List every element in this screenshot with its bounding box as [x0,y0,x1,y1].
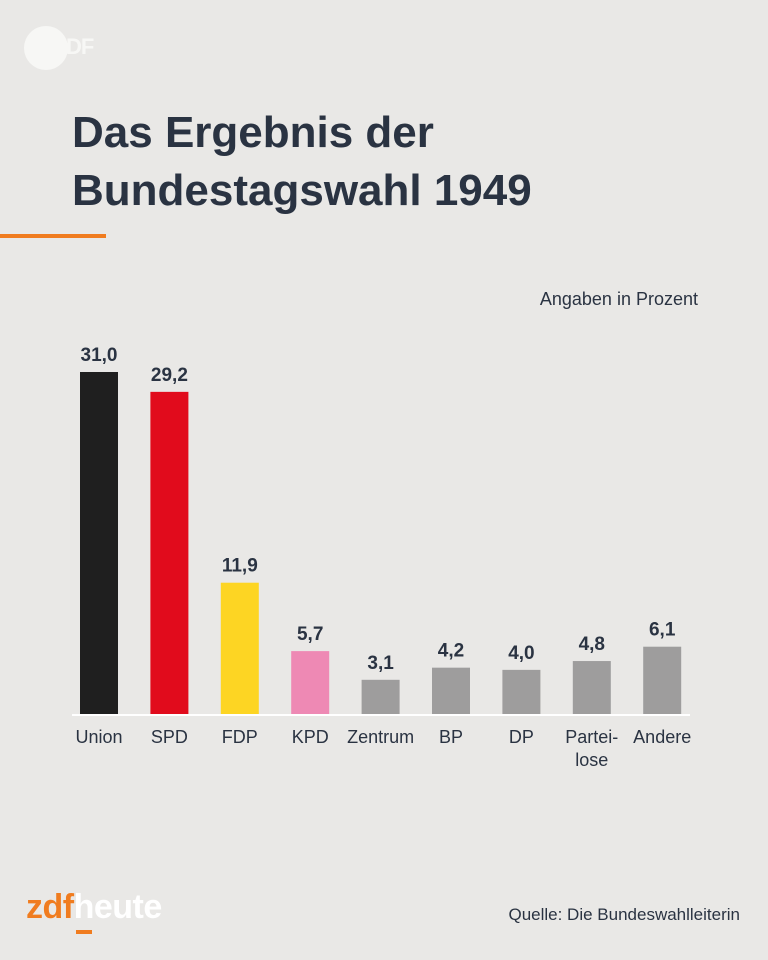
value-label-6: 4,0 [508,643,534,664]
value-label-7: 4,8 [579,634,605,655]
value-label-5: 4,2 [438,641,464,662]
category-label-5: BP [439,727,463,747]
bar-8 [643,646,682,714]
bar-4 [361,679,400,714]
value-label-0: 31,0 [81,345,118,366]
zdf-logo-icon [24,26,68,70]
category-label-3: KPD [292,727,329,747]
value-label-3: 5,7 [297,624,323,645]
bar-1 [150,391,189,714]
category-label-6: DP [509,727,534,747]
bar-3 [291,651,330,714]
accent-divider [0,234,106,238]
bar-0 [80,372,118,714]
units-label: Angaben in Prozent [539,289,698,309]
bar-2 [220,582,259,714]
category-label-1: SPD [151,727,188,747]
bar-7 [572,661,611,714]
value-label-4: 3,1 [367,653,394,674]
category-label-8: Andere [633,727,691,747]
title-line-2: Bundestagswahl 1949 [72,166,532,215]
value-label-2: 11,9 [222,556,258,577]
category-label-0: Union [75,727,122,747]
bar-6 [502,669,541,714]
value-label-8: 6,1 [649,620,676,641]
footer-brand-zdf: zdf [26,888,74,926]
category-label-7: Partei-lose [565,727,618,770]
page-title: Das Ergebnis der Bundestagswahl 1949 [72,104,712,220]
footer-brand-heute: heute [73,888,163,926]
bar-5 [432,667,470,714]
zdf-logo-text: DF [66,34,94,59]
zdfheute-logo: zdfheute [26,888,162,927]
value-label-1: 29,2 [151,365,188,386]
title-line-1: Das Ergebnis der [72,108,434,157]
category-label-2: FDP [222,727,258,747]
source-note: Quelle: Die Bundeswahlleiterin [508,905,740,924]
category-label-4: Zentrum [347,727,414,747]
